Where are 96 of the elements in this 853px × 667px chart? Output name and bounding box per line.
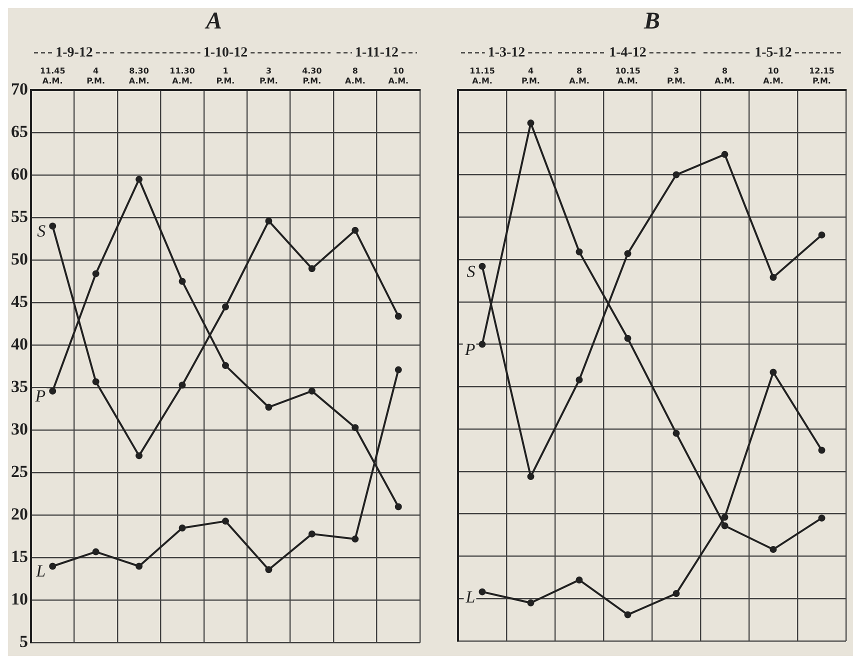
point [352, 226, 359, 234]
point [352, 536, 359, 543]
point [394, 312, 402, 320]
point [770, 274, 777, 281]
x-tick-label: 4 P.M. [86, 66, 106, 86]
chart-title: A [204, 8, 222, 35]
point [136, 176, 143, 183]
text: 1-9-12 [56, 45, 93, 60]
x-tick-label: 3 P.M. [260, 66, 278, 86]
point [721, 522, 728, 530]
point [222, 518, 229, 525]
point [265, 217, 272, 224]
point [308, 530, 316, 538]
point [818, 231, 826, 238]
point [818, 446, 826, 454]
point [672, 590, 680, 598]
y-tick-label: 30 [11, 420, 28, 439]
point [721, 514, 728, 521]
point [49, 388, 56, 395]
y-tick-label: 60 [11, 164, 28, 184]
text: 1-10-12 [203, 45, 248, 60]
point [576, 376, 583, 384]
point [478, 340, 486, 348]
point [527, 599, 534, 606]
point [624, 611, 632, 618]
chart-title: B [642, 8, 660, 35]
point [576, 576, 583, 584]
point [624, 250, 632, 258]
point [770, 546, 777, 553]
series-label: P [464, 340, 476, 359]
point [478, 262, 486, 270]
y-tick-label: 5 [20, 632, 28, 652]
point [672, 430, 680, 437]
point [49, 222, 56, 230]
x-tick-label: 12.15 P.M. [809, 66, 835, 86]
y-tick-label: 20 [11, 504, 28, 524]
x-tick-label: 3 P.M. [667, 66, 686, 86]
x-tick-label: 11.15 A.M. [470, 66, 496, 86]
point [92, 378, 100, 386]
point [527, 120, 534, 127]
x-tick-label: 8 A.M. [569, 66, 590, 86]
point [576, 248, 583, 256]
point [222, 362, 229, 370]
y-tick-label: 45 [11, 292, 28, 312]
point [672, 171, 680, 178]
point [265, 404, 272, 411]
point [92, 548, 100, 556]
x-tick-label: 4 P.M. [522, 66, 540, 86]
y-tick-label: 50 [11, 249, 28, 268]
series-label: S [37, 222, 46, 241]
x-tick-label: 4.30 P.M. [302, 66, 322, 86]
x-tick-label: 11.45 A.M. [40, 66, 66, 86]
y-tick-label: 70 [11, 79, 28, 98]
point [478, 588, 486, 596]
point [308, 265, 316, 272]
y-tick-label: 55 [11, 206, 28, 226]
point [721, 150, 728, 158]
y-tick-label: 65 [11, 122, 28, 141]
y-tick-label: 10 [11, 590, 28, 609]
y-tick-label: 25 [11, 462, 28, 482]
point [394, 503, 402, 510]
point [178, 382, 186, 389]
x-tick-label: 11.30 A.M. [170, 66, 196, 86]
text: 1-5-12 [754, 45, 792, 60]
point [527, 473, 534, 480]
point [178, 524, 186, 532]
y-tick-label: 40 [11, 334, 28, 354]
text: 1-3-12 [488, 45, 526, 60]
point [178, 278, 186, 285]
text: 1-4-12 [609, 45, 646, 60]
x-tick-label: 10.15 A.M. [615, 66, 641, 86]
point [308, 388, 316, 395]
series-label: P [34, 386, 46, 406]
point [49, 562, 56, 570]
x-tick-label: 8 A.M. [344, 66, 366, 86]
x-tick-label: 10 A.M. [388, 66, 409, 86]
text: 1-11-12 [354, 45, 399, 60]
point [222, 303, 229, 310]
x-tick-label: 8 A.M. [714, 66, 735, 86]
x-tick-label: 8.30 A.M. [128, 66, 150, 86]
point [136, 562, 143, 570]
point [265, 566, 272, 574]
y-tick-label: 15 [11, 547, 28, 566]
point [624, 334, 632, 342]
series-label: S [466, 262, 476, 281]
point [352, 424, 359, 432]
point [92, 270, 100, 278]
x-tick-label: 1 P.M. [216, 66, 235, 86]
point [136, 452, 143, 460]
point [818, 514, 826, 522]
point [770, 368, 777, 376]
y-tick-label: 35 [11, 377, 28, 396]
series-label: L [464, 587, 476, 606]
series-label: L [35, 562, 46, 581]
x-tick-label: 10 A.M. [763, 66, 784, 86]
point [394, 366, 402, 374]
